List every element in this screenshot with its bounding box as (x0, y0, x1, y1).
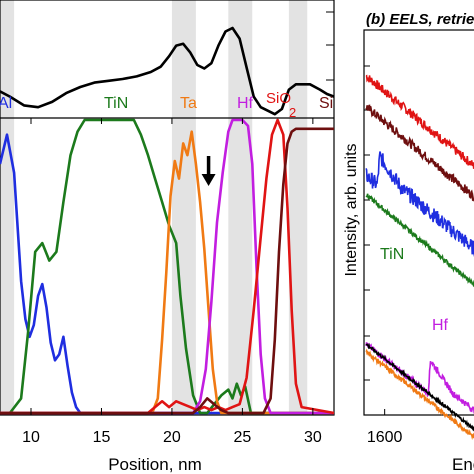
profile-series (0, 118, 335, 415)
x-ticks: 10 15 20 25 30 (22, 118, 322, 446)
shaded-band-2 (171, 0, 196, 415)
series-line-tin (0, 118, 334, 415)
panel-b: (b) EELS, retrie Intensity, arb. units T… (343, 11, 474, 474)
panel-b-frame (363, 29, 474, 416)
series-label-si-6: Si (319, 95, 333, 112)
x-tick-label-25: 25 (233, 429, 251, 446)
x-tick-label-20: 20 (163, 429, 181, 446)
shaded-band-4 (288, 0, 308, 415)
spectrum-label-hf: Hf (432, 317, 449, 334)
spectra-series (365, 74, 474, 441)
arrow-marker (201, 156, 216, 186)
panel-a-frame (0, 0, 335, 416)
shaded-bands (0, 0, 308, 415)
x-tick-label-15: 15 (93, 429, 111, 446)
top-trace-line (0, 26, 335, 116)
top-trace (0, 26, 335, 116)
spectrum-line-4 (365, 193, 474, 288)
series-label-2-5: 2 (289, 105, 296, 120)
series-label-hf-3: Hf (237, 95, 254, 112)
shaded-band-3 (228, 0, 253, 415)
spectra-labels: TiN Hf (380, 246, 449, 334)
y-ticks (364, 65, 370, 381)
series-label-tin-1: TiN (104, 95, 128, 112)
series-line-hf (0, 118, 334, 415)
spectrum-line-2 (365, 104, 474, 202)
y-axis-label: Intensity, arb. units (343, 143, 360, 276)
series-label-ta-2: Ta (180, 95, 197, 112)
x-tick-label-b-1600: 1600 (367, 429, 403, 446)
x-axis-label: Position, nm (108, 455, 202, 474)
series-line-sio2 (0, 118, 335, 415)
spectrum-line-7 (365, 348, 474, 441)
x-axis-label-b: Ene (452, 455, 474, 474)
x-tick-label-30: 30 (304, 429, 322, 446)
spectrum-line-3 (365, 151, 474, 257)
spectrum-line-6 (365, 342, 474, 432)
spectrum-line-1 (365, 74, 474, 169)
x-tick-label-10: 10 (22, 429, 40, 446)
panel-b-title: (b) EELS, retrie (366, 11, 474, 28)
x-ticks-b: 1600 (367, 409, 403, 446)
series-line-al (0, 133, 334, 415)
series-line-ta (0, 130, 334, 415)
spectrum-label-tin: TiN (380, 246, 404, 263)
series-label-al-0: Al (0, 95, 12, 112)
spectrum-line-5 (365, 342, 474, 414)
arrow-head (201, 174, 216, 186)
shaded-band-1 (0, 0, 15, 415)
series-line-si (0, 127, 334, 415)
series-label-sio-4: SiO (266, 90, 291, 107)
